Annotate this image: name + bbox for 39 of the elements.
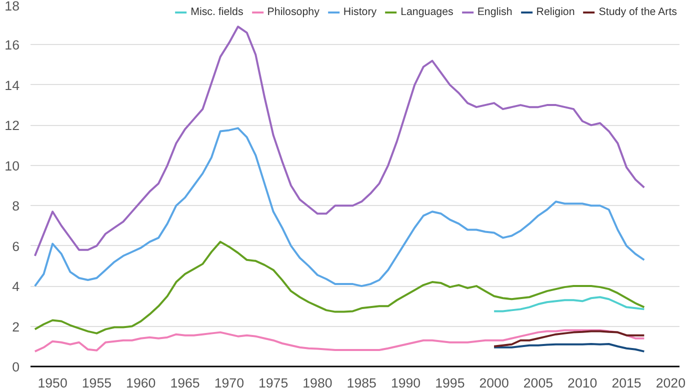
x-tick-label: 1980	[302, 376, 332, 390]
legend-label: Misc. fields	[190, 6, 244, 18]
line-series	[493, 296, 646, 312]
y-tick-label: 18	[4, 0, 20, 14]
legend-label: Religion	[536, 6, 575, 18]
y-tick-label: 8	[12, 198, 20, 214]
x-tick-label: 1975	[258, 376, 288, 390]
x-tick-label: 1965	[170, 376, 200, 390]
legend-label: Languages	[400, 6, 454, 18]
x-tick-label: 2020	[656, 376, 686, 390]
y-tick-label: 10	[4, 158, 20, 174]
x-tick-label: 1990	[390, 376, 421, 390]
y-tick-label: 2	[12, 319, 20, 334]
x-tick-label: 2000	[479, 376, 509, 390]
y-tick-label: 0	[12, 360, 20, 374]
x-tick-label: 1950	[38, 376, 68, 390]
x-tick-label: 2005	[523, 376, 554, 390]
legend-label: Philosophy	[267, 6, 320, 18]
y-tick-label: 14	[4, 78, 20, 93]
line-series	[34, 26, 646, 257]
legend-label: English	[477, 6, 512, 18]
legend-label: Study of the Arts	[598, 6, 677, 18]
line-series	[493, 342, 646, 352]
x-tick-label: 1995	[435, 376, 465, 390]
y-tick-label: 6	[12, 238, 20, 254]
line-series	[34, 240, 646, 334]
legend-label: History	[343, 6, 377, 18]
x-tick-label: 1960	[126, 376, 156, 390]
line-series	[34, 127, 646, 288]
x-tick-label: 1985	[346, 376, 376, 390]
x-tick-label: 2015	[612, 376, 642, 390]
y-tick-label: 4	[12, 279, 20, 294]
x-tick-label: 2010	[568, 376, 598, 390]
x-tick-label: 1970	[214, 376, 244, 390]
x-tick-label: 1955	[82, 376, 112, 390]
line-series	[493, 330, 646, 348]
line-series	[34, 329, 646, 352]
y-tick-label: 16	[4, 38, 20, 53]
y-tick-label: 12	[4, 118, 20, 134]
